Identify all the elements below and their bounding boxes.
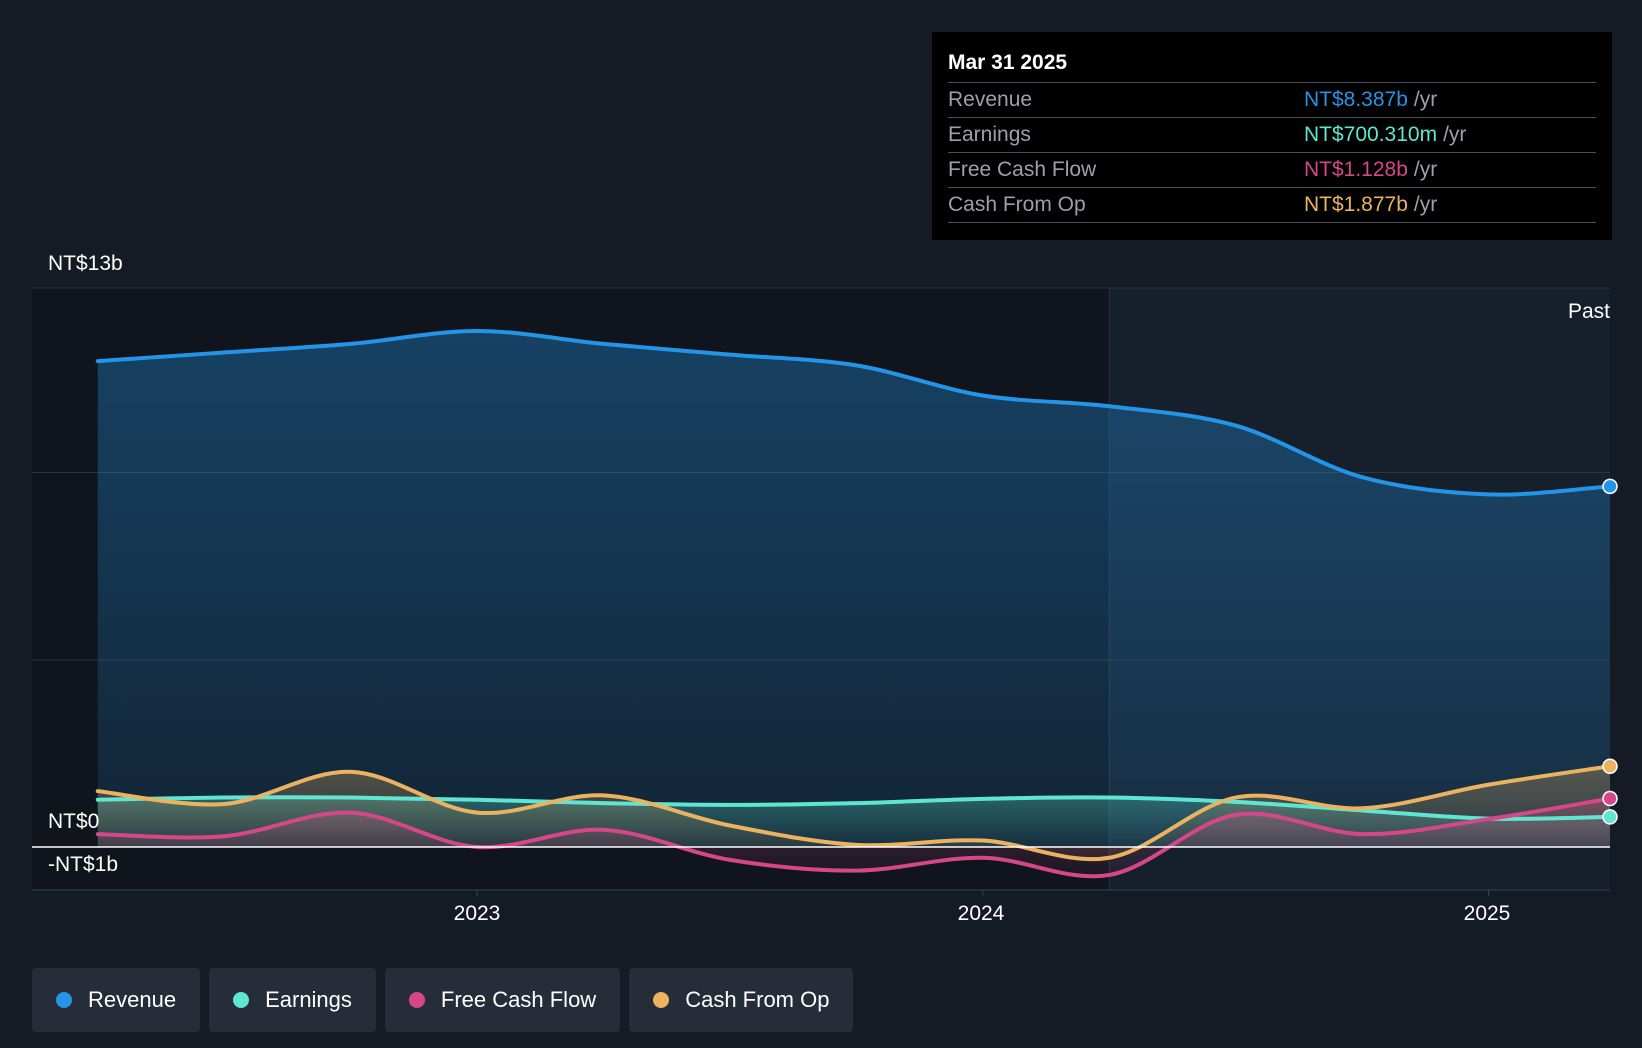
free-cash-flow-end-point <box>1602 790 1618 807</box>
tooltip-unit: /yr <box>1443 123 1467 146</box>
y-axis-bottom-label: -NT$1b <box>48 853 119 876</box>
legend-label: Free Cash Flow <box>440 987 597 1012</box>
tooltip-unit: /yr <box>1413 88 1438 111</box>
legend-item-free-cash-flow[interactable]: Free Cash Flow <box>384 968 621 1032</box>
legend-dot-icon <box>56 992 72 1008</box>
earnings-end-point <box>1602 809 1618 825</box>
x-tick-label: 2024 <box>957 902 1005 925</box>
cash-from-op-line <box>95 764 1612 862</box>
tooltip-unit: /yr <box>1413 193 1438 216</box>
legend-label: Revenue <box>88 987 177 1012</box>
revenue-line <box>95 328 1612 497</box>
legend-item-earnings[interactable]: Earnings <box>209 968 376 1032</box>
series-areas <box>97 331 1610 877</box>
legend-item-cash-from-op[interactable]: Cash From Op <box>629 968 854 1032</box>
legend-label: Earnings <box>265 987 352 1012</box>
x-tick-label: 2023 <box>453 902 501 925</box>
cash-from-op-area <box>97 766 1610 860</box>
tooltip-label: Cash From Op <box>948 193 1086 216</box>
tooltip-row-revenue: Revenue NT$8.387b /yr <box>948 82 1596 117</box>
tooltip-row-cash-from-op: Cash From Op NT$1.877b /yr <box>948 187 1596 223</box>
tooltip-row-free-cash-flow: Free Cash Flow NT$1.128b /yr <box>948 152 1596 187</box>
revenue-end-point <box>1602 478 1618 495</box>
y-axis-top-label: NT$13b <box>48 252 123 275</box>
data-tooltip: Mar 31 2025 Revenue NT$8.387b /yr Earnin… <box>932 32 1612 240</box>
legend-dot-icon <box>408 992 425 1008</box>
tooltip-value: NT$1.877b <box>1304 193 1408 216</box>
legend-dot-icon <box>233 992 250 1008</box>
tooltip-value: NT$8.387b <box>1304 88 1408 111</box>
legend-label: Cash From Op <box>685 987 830 1012</box>
tooltip-date: Mar 31 2025 <box>948 51 1068 74</box>
earnings-line <box>95 795 1612 821</box>
series-lines <box>32 328 1612 879</box>
tooltip-value: NT$700.310m <box>1304 123 1438 146</box>
tooltip-value: NT$1.128b <box>1304 158 1408 181</box>
legend-item-revenue[interactable]: Revenue <box>32 968 201 1032</box>
legend-dot-icon <box>653 992 670 1008</box>
chart-legend: Revenue Earnings Free Cash Flow Cash Fro… <box>32 968 854 1032</box>
tooltip-unit: /yr <box>1413 158 1438 181</box>
tooltip-row-earnings: Earnings NT$700.310m /yr <box>948 117 1596 152</box>
revenue-area <box>97 331 1610 847</box>
cash-from-op-end-point <box>1602 758 1618 775</box>
tooltip-label: Revenue <box>948 88 1033 111</box>
series-end-markers <box>1602 478 1618 825</box>
x-tick-label: 2025 <box>1463 902 1511 925</box>
y-axis-zero-label: NT$0 <box>48 810 100 833</box>
past-label: Past <box>1567 300 1610 323</box>
free-cash-flow-line <box>95 796 1612 879</box>
tooltip-label: Free Cash Flow <box>948 158 1097 181</box>
tooltip-label: Earnings <box>948 123 1031 146</box>
